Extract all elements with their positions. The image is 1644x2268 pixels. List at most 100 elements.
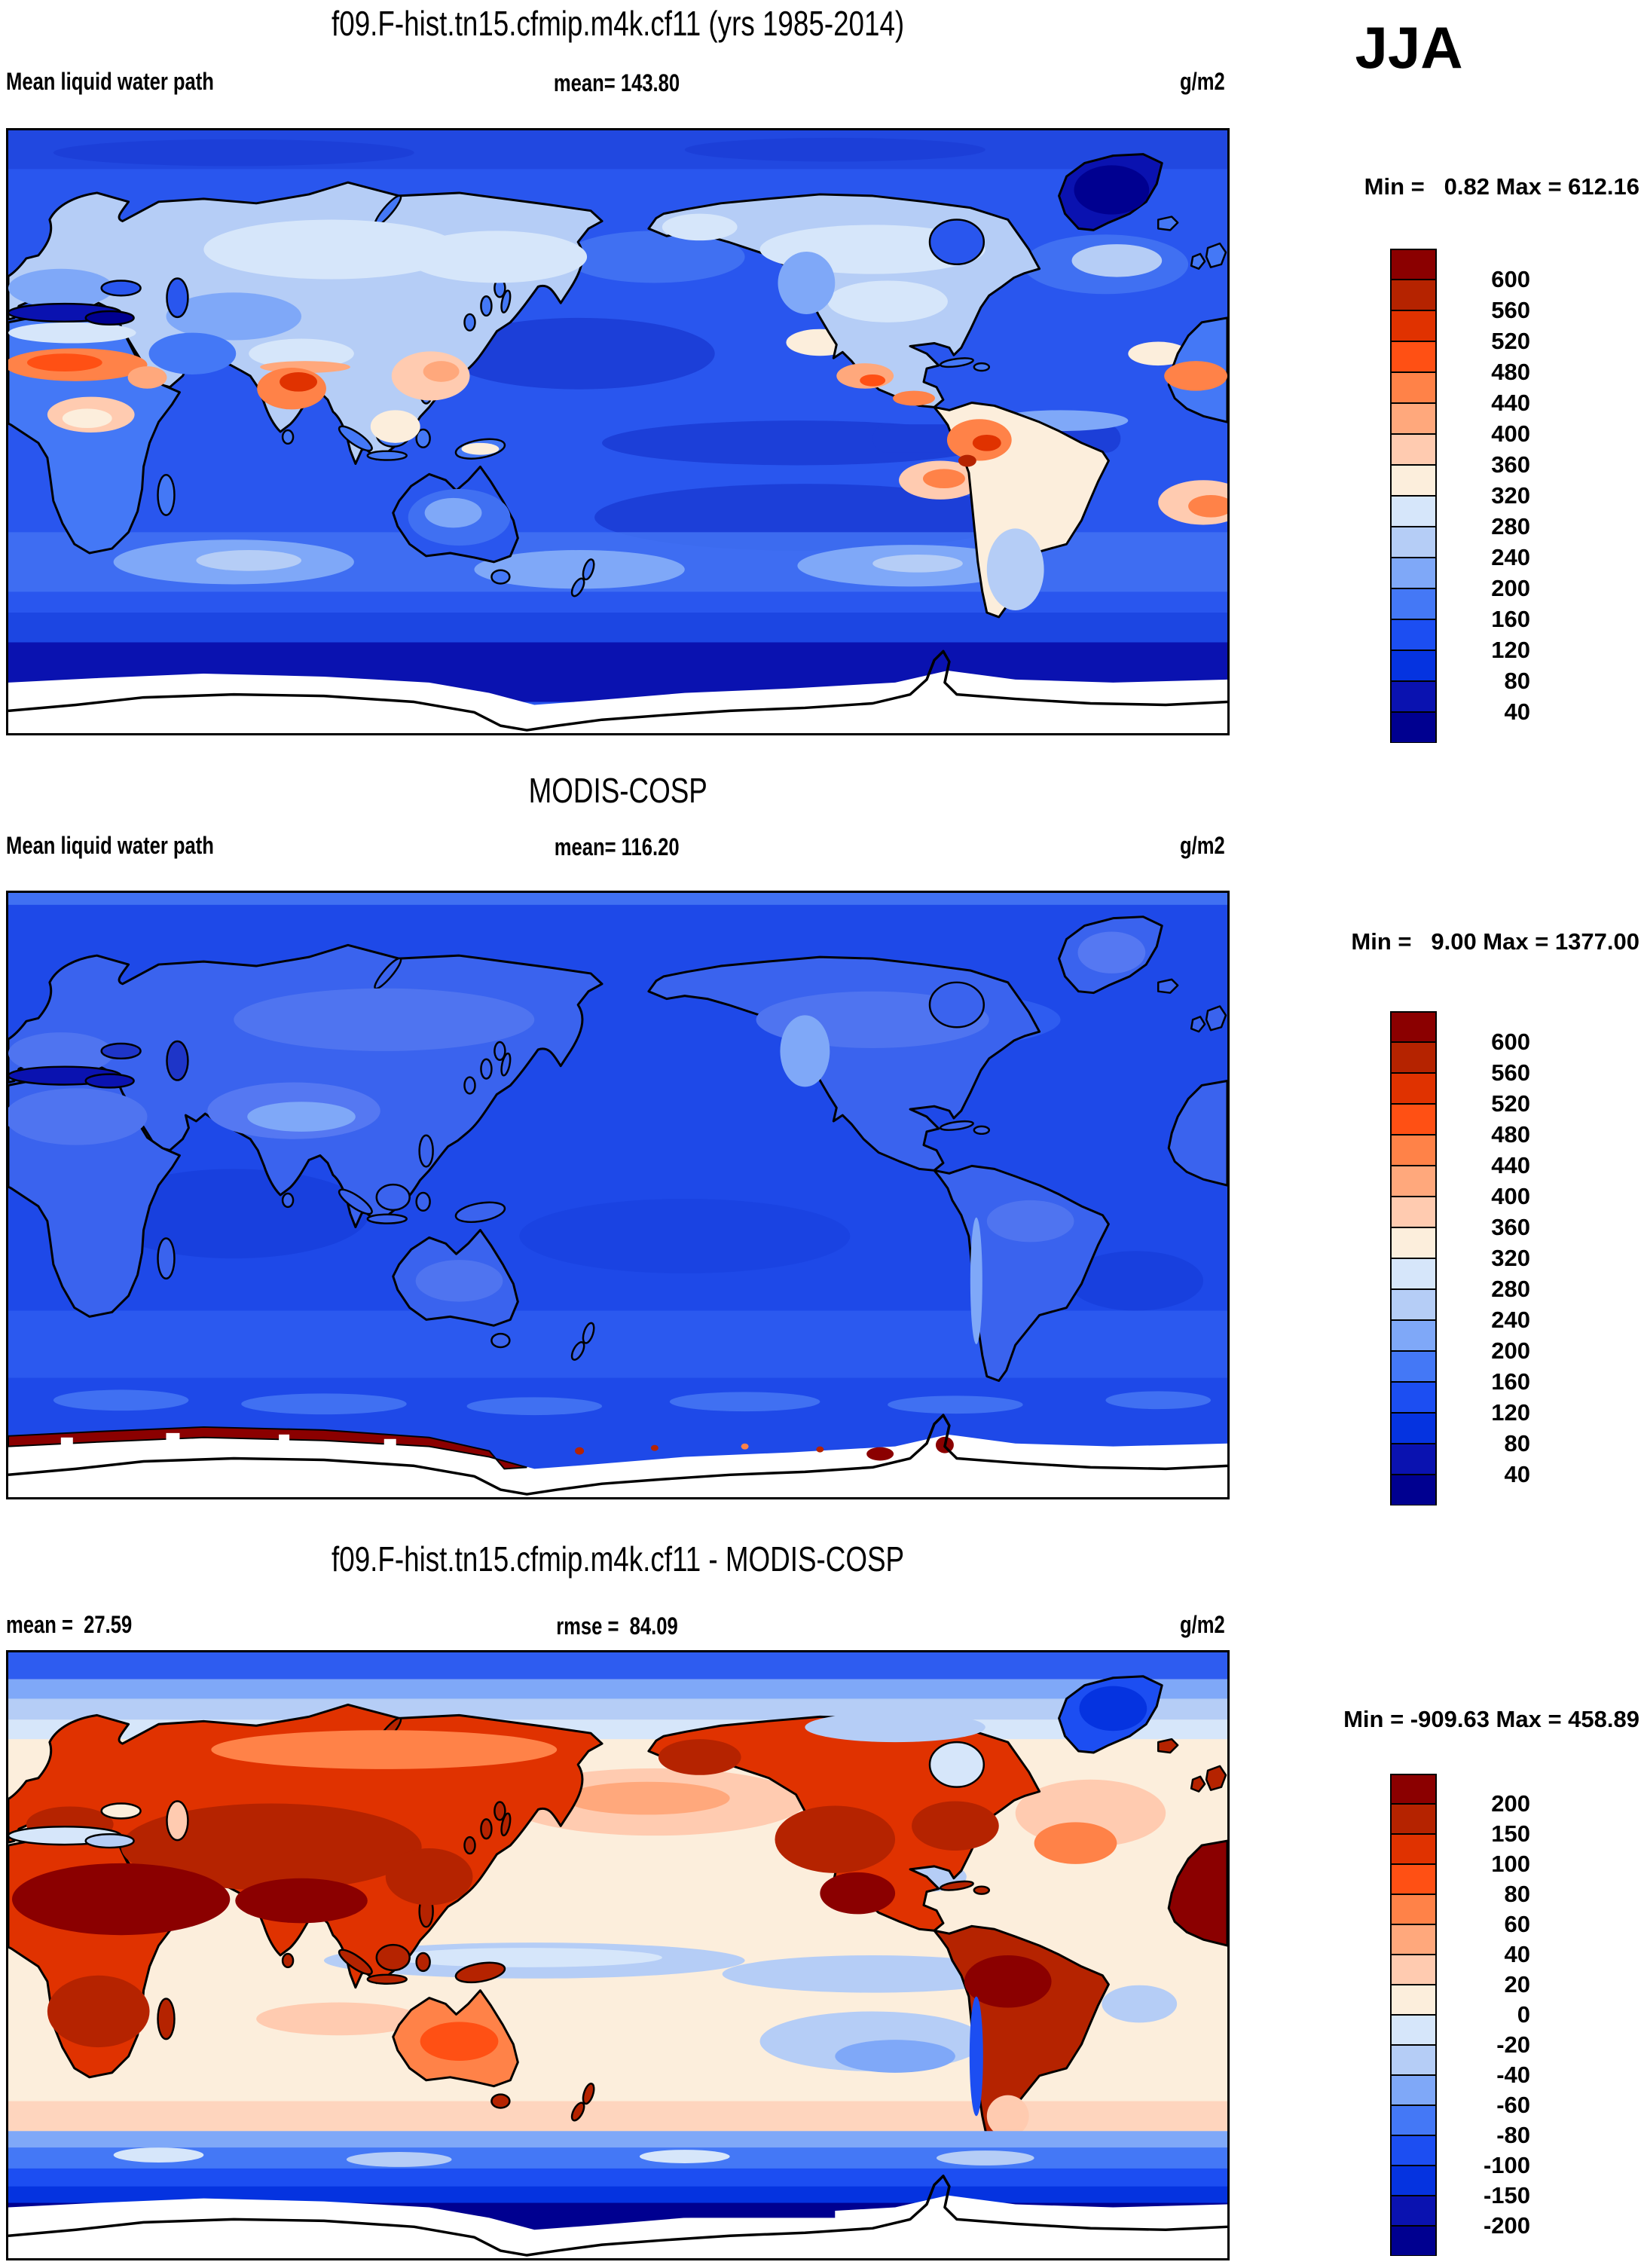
colorbar-segment: [1390, 1042, 1437, 1073]
colorbar-tick-label: -40: [1496, 2062, 1530, 2088]
panel1-unit-label: g/m2: [1180, 68, 1225, 95]
colorbar-tick-label: 360: [1491, 451, 1530, 478]
colorbar-tick-label: 20: [1504, 1971, 1530, 1997]
panel1-variable-label: Mean liquid water path: [6, 68, 214, 95]
colorbar-segment: [1390, 403, 1437, 434]
colorbar-tick-label: -200: [1483, 2212, 1530, 2239]
colorbar-tick-label: 240: [1491, 1307, 1530, 1333]
colorbar-segment: [1390, 1197, 1437, 1227]
colorbar-segment: [1390, 280, 1437, 310]
colorbar-segment: [1390, 1804, 1437, 1834]
panel2-title-text: MODIS-COSP: [528, 771, 707, 810]
panel3-minmax-stat: Min = -909.63 Max = 458.89: [1343, 1706, 1639, 1732]
colorbar-segment: [1390, 650, 1437, 681]
panel1-stats-row: Mean liquid water path mean= 143.80 g/m2: [6, 68, 1228, 101]
colorbar-tick-label: -100: [1483, 2152, 1530, 2178]
colorbar-tick-label: 120: [1491, 1399, 1530, 1426]
colorbar-segment: [1390, 249, 1437, 280]
colorbar-tick-label: 120: [1491, 637, 1530, 663]
panel2-title: MODIS-COSP: [6, 770, 1230, 811]
map-difference: [6, 1650, 1230, 2260]
panel3-mean-stat: mean = 27.59: [6, 1611, 133, 1638]
colorbar-segment: [1390, 712, 1437, 743]
colorbar-tick-label: 160: [1491, 606, 1530, 632]
colorbar-segment: [1390, 2166, 1437, 2196]
colorbar-segment: [1390, 2015, 1437, 2045]
panel1-colorbar: 600 560 520 480 440 400 360 320 280 240 200 160 120 8…: [1390, 249, 1530, 743]
colorbar-tick-label: 40: [1504, 698, 1530, 725]
colorbar-segment: [1390, 2226, 1437, 2256]
colorbar-tick-label: 320: [1491, 1245, 1530, 1271]
colorbar-segment: [1390, 619, 1437, 650]
colorbar-segment: [1390, 527, 1437, 558]
map-model-lwp: [6, 128, 1230, 735]
panel3-colorbar: 200 150 100 80 60 40 20 0 -20 -40 -60 -80 -100 -150 -2…: [1390, 1774, 1530, 2256]
panel2-colorbar: 600 560 520 480 440 400 360 320 280 240 200 160 120 8…: [1390, 1011, 1530, 1505]
season-label: JJA: [1355, 14, 1463, 81]
colorbar-segment: [1390, 1104, 1437, 1135]
colorbar-segment: [1390, 1774, 1437, 1804]
colorbar-tick-label: 150: [1491, 1820, 1530, 1847]
colorbar-tick-label: 240: [1491, 544, 1530, 570]
colorbar-segment: [1390, 1135, 1437, 1166]
colorbar-tick-label: 560: [1491, 297, 1530, 323]
colorbar-segment: [1390, 1073, 1437, 1104]
colorbar-tick-label: 520: [1491, 328, 1530, 354]
colorbar-segment: [1390, 1475, 1437, 1505]
colorbar-tick-label: 100: [1491, 1851, 1530, 1877]
colorbar-tick-label: 320: [1491, 482, 1530, 509]
colorbar-segment: [1390, 1289, 1437, 1320]
colorbar-segment: [1390, 1011, 1437, 1042]
colorbar-segment: [1390, 1864, 1437, 1894]
colorbar-tick-label: 40: [1504, 1941, 1530, 1967]
colorbar-segment: [1390, 2045, 1437, 2075]
colorbar-tick-label: 80: [1504, 668, 1530, 694]
colorbar-tick-label: 0: [1517, 2001, 1530, 2028]
colorbar-segment: [1390, 372, 1437, 403]
panel2-minmax-stat: Min = 9.00 Max = 1377.00: [1351, 928, 1639, 955]
colorbar-segment: [1390, 1227, 1437, 1258]
colorbar-tick-label: 200: [1491, 1337, 1530, 1364]
panel3-title-text: f09.F-hist.tn15.cfmip.m4k.cf11 - MODIS-C…: [331, 1539, 905, 1579]
colorbar-tick-label: 600: [1491, 266, 1530, 292]
colorbar-segment: [1390, 1320, 1437, 1351]
panel1-title-text: f09.F-hist.tn15.cfmip.m4k.cf11 (yrs 1985…: [331, 4, 905, 43]
colorbar-tick-label: -80: [1496, 2122, 1530, 2148]
panel3-stats-row: mean = 27.59 rmse = 84.09 g/m2: [6, 1611, 1228, 1644]
colorbar-segment: [1390, 496, 1437, 527]
colorbar-tick-label: 200: [1491, 575, 1530, 601]
colorbar-segment: [1390, 2105, 1437, 2135]
colorbar-segment: [1390, 558, 1437, 588]
panel2-mean-stat: mean= 116.20: [555, 833, 680, 860]
colorbar-segment: [1390, 1985, 1437, 2015]
colorbar-tick-label: 60: [1504, 1911, 1530, 1937]
colorbar-tick-label: 400: [1491, 1183, 1530, 1209]
colorbar-segment: [1390, 1894, 1437, 1924]
colorbar-segment: [1390, 1444, 1437, 1475]
panel3-unit-label: g/m2: [1180, 1611, 1225, 1638]
colorbar-segment: [1390, 341, 1437, 372]
colorbar-segment: [1390, 1382, 1437, 1413]
colorbar-tick-label: -150: [1483, 2182, 1530, 2208]
colorbar-tick-label: 360: [1491, 1214, 1530, 1240]
colorbar-tick-label: 560: [1491, 1059, 1530, 1086]
colorbar-tick-label: 520: [1491, 1090, 1530, 1117]
colorbar-tick-label: 600: [1491, 1029, 1530, 1055]
colorbar-segment: [1390, 1413, 1437, 1444]
colorbar-segment: [1390, 465, 1437, 496]
colorbar-tick-label: 280: [1491, 1276, 1530, 1302]
colorbar-segment: [1390, 1258, 1437, 1289]
colorbar-tick-label: 400: [1491, 420, 1530, 447]
colorbar-tick-label: 480: [1491, 359, 1530, 385]
colorbar-segment: [1390, 2075, 1437, 2105]
colorbar-segment: [1390, 1351, 1437, 1382]
colorbar-segment: [1390, 1924, 1437, 1955]
colorbar-tick-label: 80: [1504, 1881, 1530, 1907]
colorbar-segment: [1390, 681, 1437, 712]
colorbar-segment: [1390, 2135, 1437, 2166]
colorbar-tick-label: 40: [1504, 1461, 1530, 1487]
colorbar-tick-label: 440: [1491, 390, 1530, 416]
panel1-title: f09.F-hist.tn15.cfmip.m4k.cf11 (yrs 1985…: [6, 3, 1230, 44]
colorbar-tick-label: 160: [1491, 1368, 1530, 1395]
